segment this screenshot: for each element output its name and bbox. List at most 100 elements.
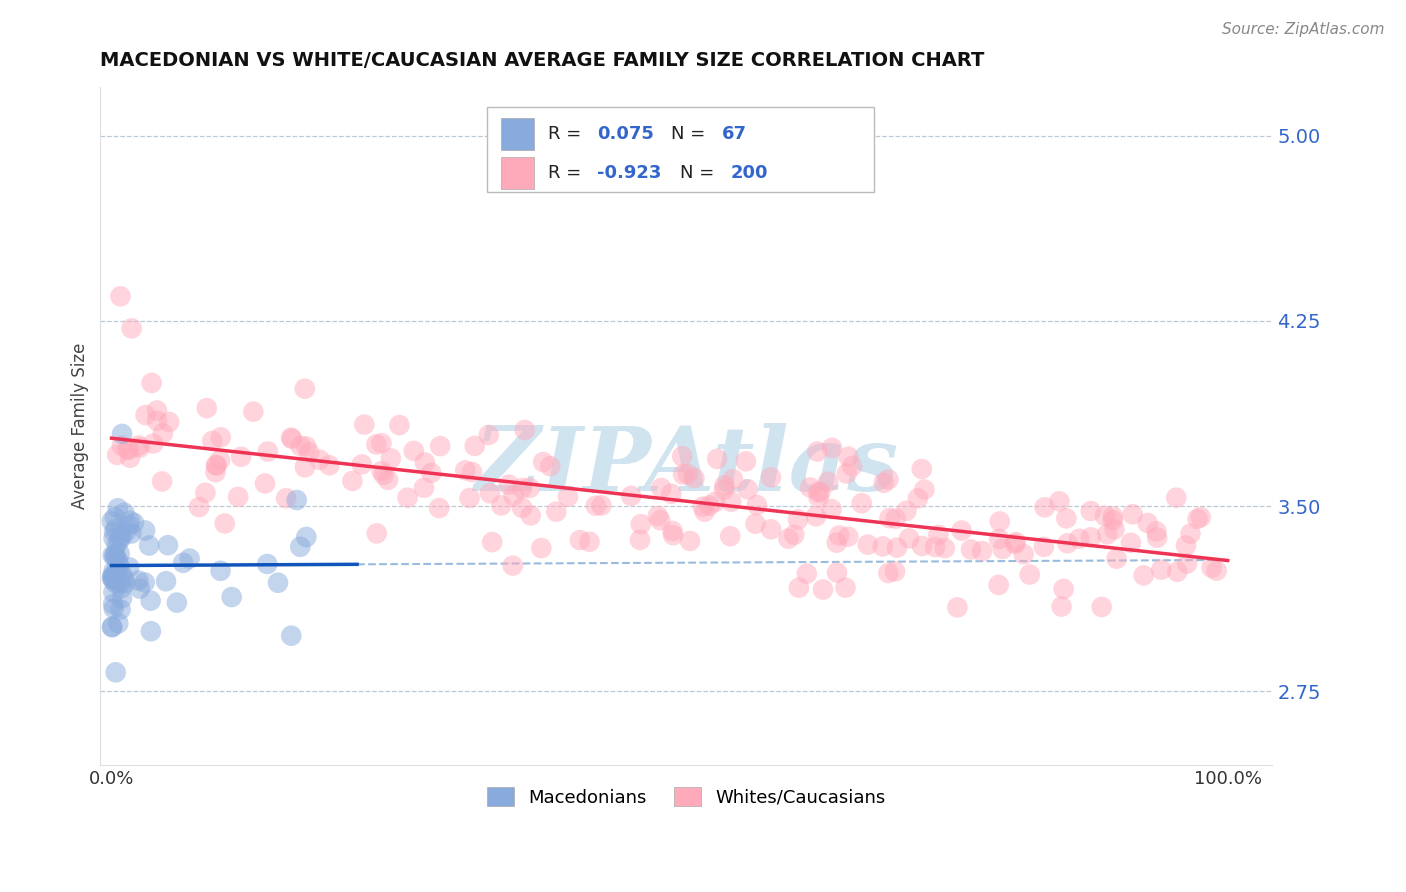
Point: [841, 459, 863, 474]
Point: [851, 496, 873, 510]
Point: [510, 481, 533, 495]
Point: [139, 624, 162, 639]
Point: [280, 629, 302, 643]
Point: [1146, 531, 1168, 545]
Point: [342, 474, 364, 488]
Point: [877, 566, 900, 580]
Point: [353, 417, 375, 432]
Point: [1166, 565, 1188, 579]
Point: [491, 499, 513, 513]
Point: [820, 502, 842, 516]
Point: [108, 547, 131, 561]
Point: [578, 534, 600, 549]
Point: [1102, 513, 1125, 527]
Point: [105, 537, 128, 551]
Point: [510, 500, 533, 515]
Text: N =: N =: [671, 125, 711, 143]
Point: [721, 472, 744, 486]
Point: [114, 576, 136, 591]
Point: [568, 533, 591, 547]
Point: [481, 535, 503, 549]
Point: [152, 426, 174, 441]
Y-axis label: Average Family Size: Average Family Size: [72, 343, 89, 509]
Point: [118, 450, 141, 465]
Point: [103, 549, 125, 563]
Point: [759, 470, 782, 484]
Point: [650, 513, 672, 527]
Point: [692, 500, 714, 514]
Point: [121, 321, 143, 335]
Point: [647, 508, 669, 523]
Point: [927, 528, 949, 542]
Point: [799, 480, 821, 494]
Point: [530, 541, 553, 555]
Point: [672, 467, 695, 482]
Point: [519, 481, 541, 495]
Point: [101, 571, 124, 585]
Point: [366, 437, 388, 451]
Legend: Macedonians, Whites/Caucasians: Macedonians, Whites/Caucasians: [479, 780, 893, 814]
Point: [118, 518, 141, 533]
Text: N =: N =: [681, 164, 720, 182]
Point: [924, 540, 946, 554]
Text: R =: R =: [548, 164, 588, 182]
Point: [1166, 491, 1188, 505]
Point: [295, 530, 318, 544]
Point: [796, 566, 818, 581]
Point: [787, 512, 810, 526]
Point: [128, 438, 150, 452]
Point: [934, 541, 956, 555]
Point: [205, 458, 228, 472]
Point: [157, 415, 180, 429]
Point: [135, 408, 157, 422]
Text: Source: ZipAtlas.com: Source: ZipAtlas.com: [1222, 22, 1385, 37]
Point: [295, 439, 318, 453]
Point: [138, 539, 160, 553]
Point: [1095, 527, 1118, 541]
Point: [118, 442, 141, 457]
Point: [1080, 530, 1102, 544]
Bar: [501, 118, 534, 151]
Point: [877, 472, 900, 486]
Point: [787, 581, 810, 595]
Point: [242, 404, 264, 418]
Point: [294, 382, 316, 396]
Text: MACEDONIAN VS WHITE/CAUCASIAN AVERAGE FAMILY SIZE CORRELATION CHART: MACEDONIAN VS WHITE/CAUCASIAN AVERAGE FA…: [100, 51, 984, 70]
Point: [1122, 507, 1144, 521]
Point: [659, 487, 682, 501]
Point: [209, 564, 232, 578]
Point: [108, 559, 131, 574]
Point: [1104, 523, 1126, 537]
Point: [377, 473, 399, 487]
Point: [120, 526, 142, 541]
Point: [1012, 547, 1035, 561]
Point: [502, 489, 524, 503]
Point: [402, 443, 425, 458]
Point: [100, 514, 122, 528]
Point: [103, 564, 125, 578]
Point: [896, 504, 918, 518]
Point: [1119, 536, 1142, 550]
Point: [513, 423, 536, 437]
Point: [744, 516, 766, 531]
Point: [783, 528, 806, 542]
Point: [388, 418, 411, 433]
Text: 0.075: 0.075: [598, 125, 654, 143]
Point: [205, 458, 228, 473]
Point: [879, 511, 901, 525]
Point: [478, 428, 501, 442]
Point: [373, 467, 395, 482]
Point: [585, 499, 607, 513]
Point: [141, 376, 163, 390]
Point: [734, 454, 756, 468]
Point: [1205, 564, 1227, 578]
Point: [276, 491, 298, 506]
Point: [1180, 526, 1202, 541]
Point: [970, 544, 993, 558]
Point: [429, 439, 451, 453]
Point: [370, 436, 392, 450]
Point: [837, 530, 859, 544]
Point: [946, 600, 969, 615]
Point: [1091, 599, 1114, 614]
Point: [1187, 512, 1209, 526]
